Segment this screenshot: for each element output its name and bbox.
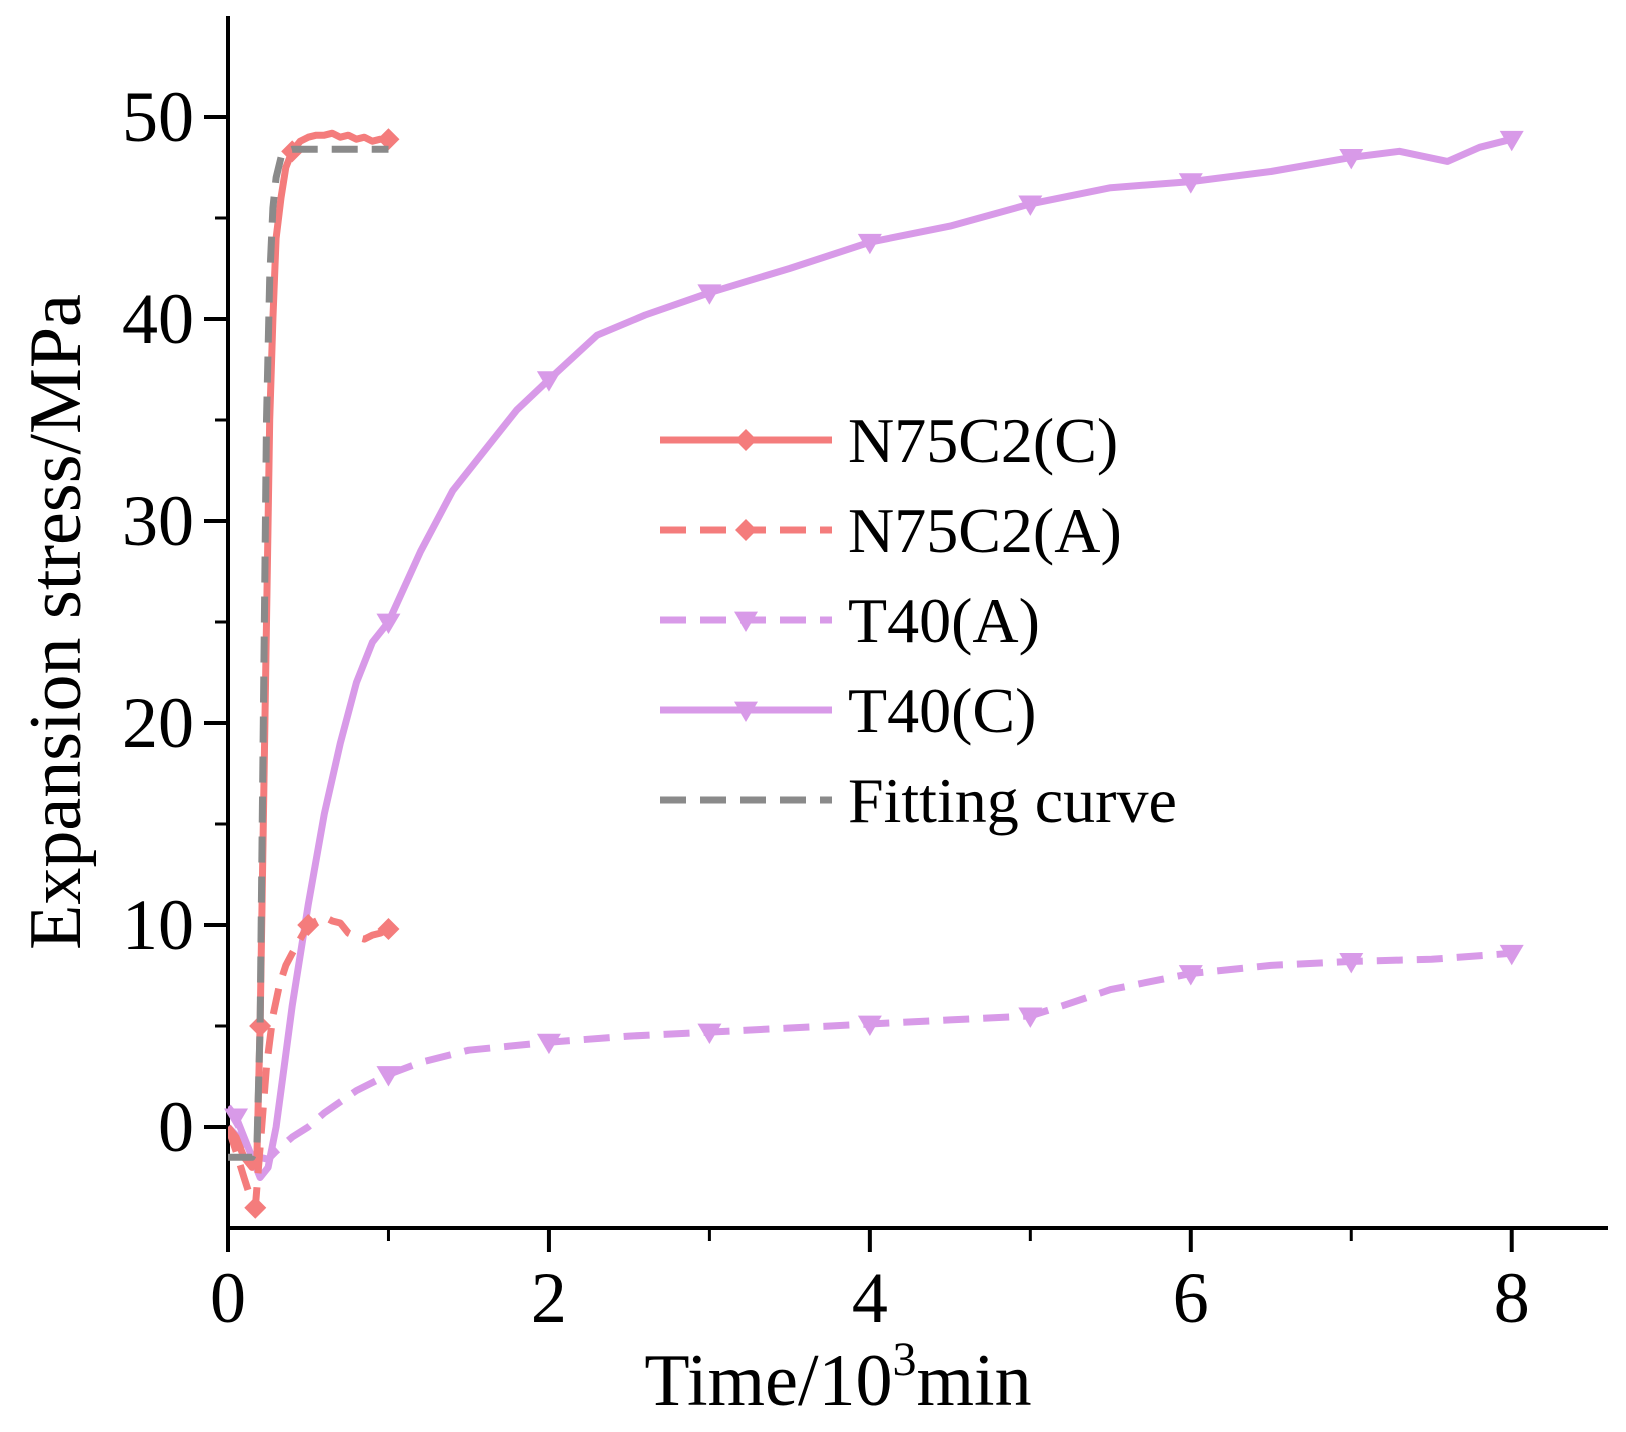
- y-tick-label: 0: [158, 1087, 194, 1167]
- data-point: [1018, 1007, 1043, 1028]
- x-tick-label: 2: [531, 1258, 567, 1338]
- data-point: [376, 1066, 401, 1087]
- y-tick-label: 10: [122, 885, 194, 965]
- x-tick-label: 8: [1494, 1258, 1530, 1338]
- y-tick-label: 20: [122, 683, 194, 763]
- data-point: [1178, 965, 1203, 986]
- data-point: [377, 918, 400, 941]
- legend-label: T40(A): [848, 585, 1040, 656]
- data-point: [1178, 173, 1203, 194]
- x-tick-label: 0: [210, 1258, 246, 1338]
- y-tick-label: 30: [122, 481, 194, 561]
- legend-label: Fitting curve: [848, 765, 1177, 836]
- y-tick-label: 40: [122, 279, 194, 359]
- legend-marker: [735, 519, 757, 541]
- y-tick-label: 50: [122, 77, 194, 157]
- data-point: [1339, 952, 1364, 974]
- data-point: [857, 1015, 882, 1036]
- data-point: [697, 1023, 722, 1045]
- series-line-fitting-curve: [228, 145, 389, 1161]
- legend-marker: [734, 611, 758, 632]
- data-point: [376, 613, 401, 634]
- x-tick-label: 4: [852, 1258, 888, 1338]
- x-tick-label: 6: [1173, 1258, 1209, 1338]
- data-point: [1018, 195, 1043, 216]
- data-point: [536, 1033, 561, 1055]
- y-axis-title: Expansion stress/MPa: [15, 294, 97, 950]
- data-point: [697, 284, 722, 305]
- series-line-t40-a-: [228, 949, 1512, 1163]
- x-axis-title-superscript: 3: [893, 1333, 917, 1386]
- data-point: [224, 1108, 249, 1129]
- data-point: [377, 128, 400, 151]
- data-point: [536, 371, 561, 392]
- legend-marker: [734, 701, 758, 722]
- x-axis-title: Time/103min: [644, 1333, 1031, 1422]
- x-axis-title-suffix: min: [917, 1340, 1032, 1422]
- legend-label: T40(C): [848, 675, 1036, 746]
- data-point: [1339, 149, 1364, 170]
- data-point: [1499, 130, 1524, 152]
- x-axis-title-main: Time/10: [644, 1340, 892, 1422]
- data-point: [857, 233, 882, 255]
- data-point: [244, 1196, 267, 1219]
- legend-label: N75C2(C): [848, 405, 1118, 476]
- series-line-t40-c-: [228, 135, 1513, 1181]
- data-point: [1499, 944, 1524, 966]
- legend-marker: [735, 429, 757, 451]
- legend-label: N75C2(A): [848, 495, 1122, 566]
- series-line-n75c2-c-: [228, 129, 389, 1171]
- data-point: [249, 1015, 272, 1037]
- data-point: [297, 914, 320, 936]
